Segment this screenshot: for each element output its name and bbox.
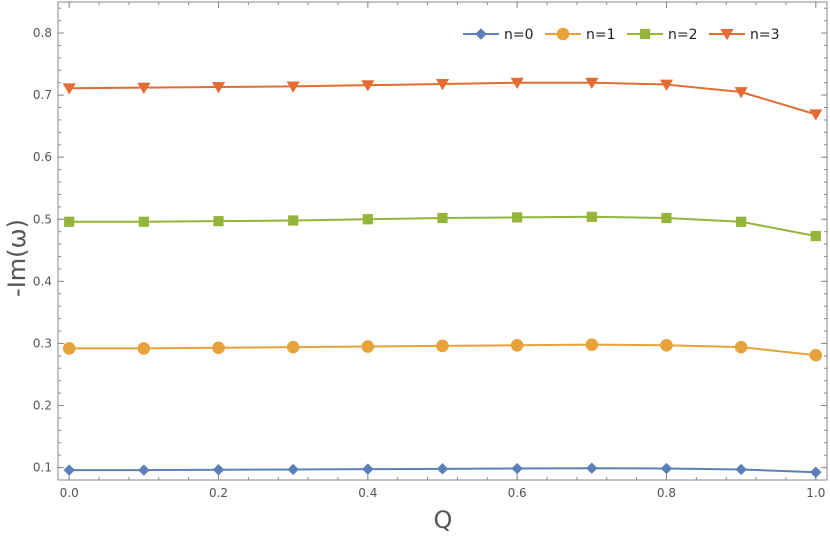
- data-point: [137, 342, 151, 355]
- data-point: [810, 466, 822, 478]
- data-point: [586, 462, 598, 474]
- x-tick-label: 0.0: [60, 486, 79, 500]
- data-point: [511, 462, 523, 475]
- series-n=3: [62, 77, 823, 121]
- data-point: [809, 348, 823, 362]
- legend-item: n=0: [463, 27, 534, 43]
- data-point: [361, 80, 375, 92]
- data-point: [64, 216, 75, 227]
- legend-item: n=1: [545, 27, 616, 43]
- series-n=1: [62, 338, 823, 362]
- data-point: [212, 341, 225, 355]
- x-tick-label: 0.6: [508, 486, 527, 500]
- x-tick-label: 0.2: [209, 486, 228, 500]
- data-point: [62, 83, 76, 95]
- x-tick-label: 0.8: [657, 486, 676, 500]
- x-tick-label: 1.0: [806, 486, 825, 500]
- data-point: [586, 211, 597, 222]
- data-point: [62, 342, 76, 355]
- x-tick-label: 0.4: [358, 486, 377, 500]
- data-point: [661, 212, 672, 224]
- y-axis-title: -Im(ω): [3, 219, 31, 297]
- y-tick-label: 0.8: [33, 26, 52, 40]
- legend-item: n=3: [709, 27, 780, 43]
- data-point: [735, 463, 747, 476]
- data-point: [361, 340, 375, 353]
- series-layer: [62, 77, 823, 478]
- plot-frame: [57, 1, 828, 481]
- legend-label: n=1: [586, 27, 616, 43]
- data-point: [138, 464, 150, 476]
- x-axis-title: Q: [434, 506, 453, 532]
- y-tick-label: 0.5: [33, 212, 52, 226]
- data-point: [510, 77, 524, 89]
- data-point: [362, 463, 374, 475]
- data-point: [63, 464, 75, 476]
- data-point: [288, 215, 299, 226]
- data-point: [286, 81, 300, 93]
- data-point: [585, 338, 599, 351]
- axes-layer: 0.0 0.2 0.4 0.6 0.8 1.0 0.1 0.2 0.3 0.4 0.5 0.6 0.7 0…: [33, 1, 828, 500]
- data-point: [437, 212, 448, 224]
- data-point: [585, 77, 599, 89]
- y-tick-label: 0.1: [33, 461, 52, 475]
- legend-label: n=3: [750, 27, 780, 43]
- series-n=0: [63, 462, 822, 478]
- data-point: [213, 216, 224, 227]
- data-point: [510, 338, 524, 352]
- legend-swatch-marker: [720, 29, 734, 41]
- data-point: [286, 340, 300, 354]
- legend-swatch-marker: [556, 27, 570, 41]
- data-point: [809, 109, 823, 121]
- y-tick-label: 0.3: [33, 336, 52, 350]
- data-point: [736, 216, 747, 227]
- data-point: [659, 79, 674, 91]
- data-point: [660, 338, 673, 352]
- y-tick-label: 0.4: [33, 274, 52, 288]
- data-point: [734, 87, 748, 99]
- data-point: [512, 212, 523, 223]
- data-point: [287, 463, 299, 476]
- y-tick-label: 0.7: [33, 88, 52, 102]
- data-point: [436, 339, 449, 353]
- legend-item: n=2: [627, 27, 698, 43]
- legend-label: n=0: [504, 27, 534, 43]
- data-point: [436, 463, 449, 475]
- data-point: [435, 78, 450, 91]
- legend-swatch-marker: [475, 28, 487, 40]
- data-point: [211, 82, 226, 94]
- data-point: [660, 462, 673, 475]
- legend-label: n=2: [668, 27, 698, 43]
- data-point: [137, 82, 151, 94]
- data-point: [810, 230, 821, 242]
- y-tick-label: 0.6: [33, 150, 52, 164]
- data-point: [362, 214, 373, 225]
- data-point: [212, 464, 225, 476]
- y-tick-label: 0.2: [33, 399, 52, 413]
- data-point: [138, 216, 149, 227]
- legend-swatch-marker: [639, 28, 651, 40]
- data-point: [734, 340, 748, 354]
- legend: n=0 n=1 n=2 n=3: [463, 27, 780, 43]
- series-n=2: [64, 211, 821, 242]
